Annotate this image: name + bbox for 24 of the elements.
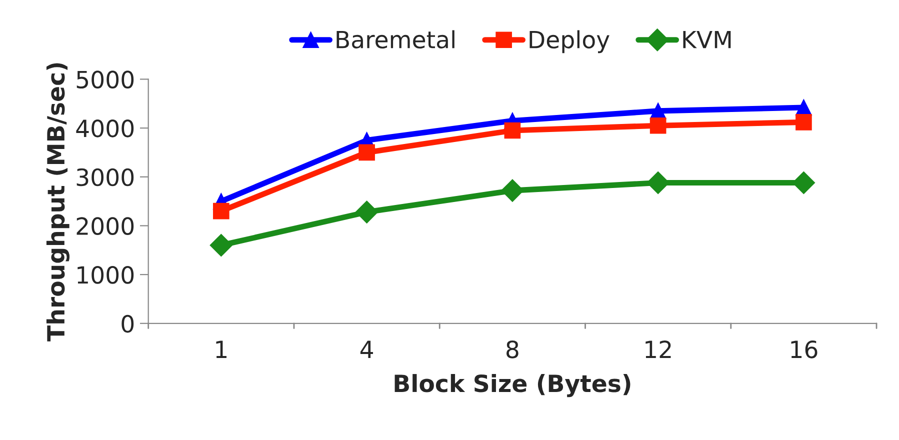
point (504, 122, 521, 139)
legend-label: KVM (683, 30, 731, 48)
x-tick-label: 4 (360, 340, 373, 358)
x-axis-title: Block Size (Bytes) (394, 374, 630, 398)
y-tick-label: 2000 (76, 217, 134, 236)
y-tick-label: 5000 (76, 70, 134, 89)
point (650, 117, 666, 134)
y-tick-label: 1000 (78, 266, 134, 284)
y-tick-label: 3000 (76, 168, 134, 186)
point (212, 202, 230, 220)
x-tick-label: 1 (216, 340, 226, 358)
x-tick-label: 16 (791, 340, 818, 358)
x-tick-label: 12 (646, 340, 671, 358)
point (210, 234, 232, 257)
y-axis-title: Throughput (MB/sec) (46, 63, 70, 342)
y-tick-label: 4000 (76, 119, 134, 138)
legend-label: Deploy (530, 30, 610, 54)
legend-label: Baremetal (336, 30, 454, 48)
y-tick-label: 0 (122, 314, 134, 333)
point (501, 179, 524, 202)
point (355, 200, 378, 224)
point (796, 114, 812, 130)
x-tick-label: 8 (506, 340, 518, 358)
point (358, 144, 375, 161)
